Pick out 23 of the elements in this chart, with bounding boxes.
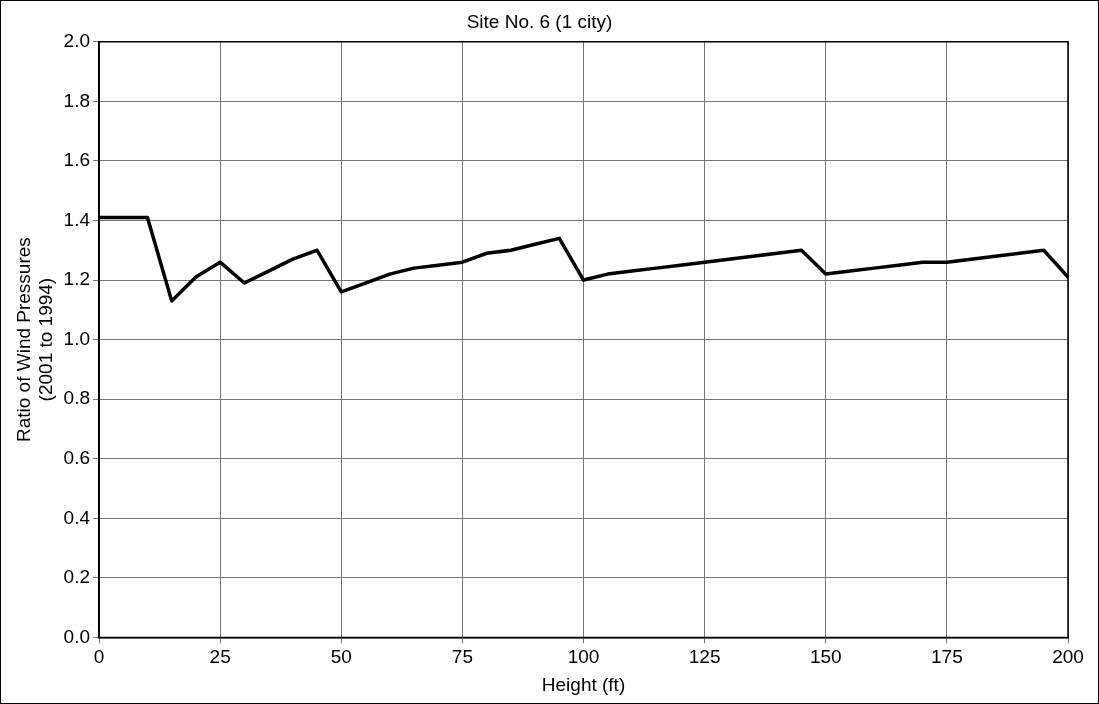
x-tick-label: 200 [1052, 646, 1084, 668]
y-tick-label: 2.0 [63, 30, 91, 52]
x-tick-label: 50 [330, 646, 352, 668]
x-tick-label: 100 [567, 646, 600, 668]
y-tick-label: 1.0 [63, 327, 91, 349]
y-tick-label: 1.6 [63, 149, 91, 171]
y-tick-label: 1.4 [63, 208, 91, 230]
x-tick-label: 175 [931, 646, 963, 668]
y-tick-label: 0.6 [63, 446, 91, 468]
chart-title: Site No. 6 (1 city) [466, 10, 613, 32]
y-tick-label: 1.2 [63, 268, 91, 290]
y-tick-label: 0.0 [63, 625, 91, 647]
x-tick-label: 0 [93, 646, 105, 668]
x-tick-label: 125 [688, 646, 721, 668]
y-tick-label: 0.2 [63, 566, 91, 588]
x-tick-label: 150 [809, 646, 842, 668]
x-axis-title: Height (ft) [541, 673, 626, 695]
x-tick-label: 75 [451, 646, 473, 668]
y-tick-label: 1.8 [63, 89, 91, 111]
x-tick-label: 25 [209, 646, 231, 668]
y-tick-label: 0.4 [63, 506, 91, 528]
y-axis-title: Ratio of Wind Pressures (2001 to 1994) [12, 237, 57, 443]
y-tick-label: 0.8 [63, 387, 91, 409]
